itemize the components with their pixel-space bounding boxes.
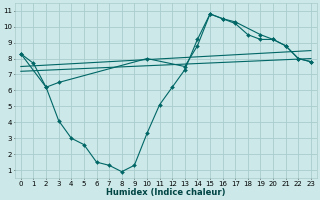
X-axis label: Humidex (Indice chaleur): Humidex (Indice chaleur) [106, 188, 226, 197]
